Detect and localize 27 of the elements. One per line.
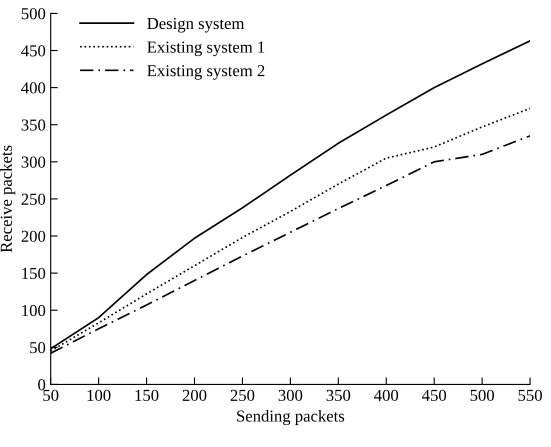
legend-label: Existing system 2 [147, 65, 264, 80]
y-tick-label: 150 [22, 268, 46, 280]
x-axis-title: Sending packets [237, 410, 344, 426]
legend-label: Existing system 1 [147, 42, 264, 56]
x-tick-label: 500 [470, 390, 494, 402]
y-tick-label: 500 [22, 8, 46, 20]
y-tick-label: 450 [21, 45, 46, 56]
legend-label: Design system [147, 18, 244, 33]
y-tick-label: 100 [22, 304, 46, 316]
y-tick-label: 0 [38, 379, 46, 390]
x-tick-label: 200 [182, 390, 206, 402]
y-tick-label: 350 [22, 119, 46, 131]
x-tick-label: 250 [230, 390, 254, 402]
x-tick-label: 50 [43, 390, 58, 402]
y-axis-title: Receive packets [0, 146, 16, 252]
x-tick-label: 150 [136, 390, 158, 402]
x-tick-label: 400 [374, 390, 398, 402]
y-tick-label: 200 [22, 230, 46, 242]
y-tick-label: 250 [22, 194, 46, 205]
x-tick-label: 300 [278, 390, 302, 402]
y-tick-label: 300 [22, 156, 46, 168]
y-tick-label: 50 [30, 342, 46, 354]
x-tick-label: 450 [422, 390, 446, 402]
x-tick-label: 350 [326, 390, 350, 402]
y-tick-label: 400 [21, 82, 46, 94]
x-tick-label: 100 [88, 390, 110, 402]
x-tick-label: 550 [518, 390, 542, 402]
